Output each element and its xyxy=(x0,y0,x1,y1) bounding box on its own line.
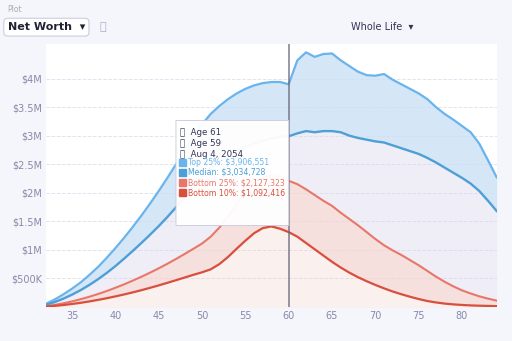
Text: ⏱  Age 61: ⏱ Age 61 xyxy=(180,128,221,137)
Bar xyxy=(179,159,186,166)
Text: Whole Life  ▾: Whole Life ▾ xyxy=(351,22,413,32)
FancyBboxPatch shape xyxy=(176,120,289,225)
Text: ⏱  Age 59: ⏱ Age 59 xyxy=(180,139,221,148)
Text: Median: $3,034,728: Median: $3,034,728 xyxy=(188,168,266,177)
Text: 📅  Aug 4, 2054: 📅 Aug 4, 2054 xyxy=(180,150,243,159)
Text: Plot: Plot xyxy=(8,5,23,14)
Text: ⓘ: ⓘ xyxy=(100,22,106,32)
Text: Bottom 25%: $2,127,323: Bottom 25%: $2,127,323 xyxy=(188,178,285,187)
Bar xyxy=(179,189,186,196)
Bar xyxy=(179,179,186,186)
Text: Bottom 10%: $1,092,416: Bottom 10%: $1,092,416 xyxy=(188,188,285,197)
Bar xyxy=(179,169,186,176)
Text: Net Worth  ▾: Net Worth ▾ xyxy=(8,22,85,32)
Text: Top 25%: $3,906,551: Top 25%: $3,906,551 xyxy=(188,158,269,167)
